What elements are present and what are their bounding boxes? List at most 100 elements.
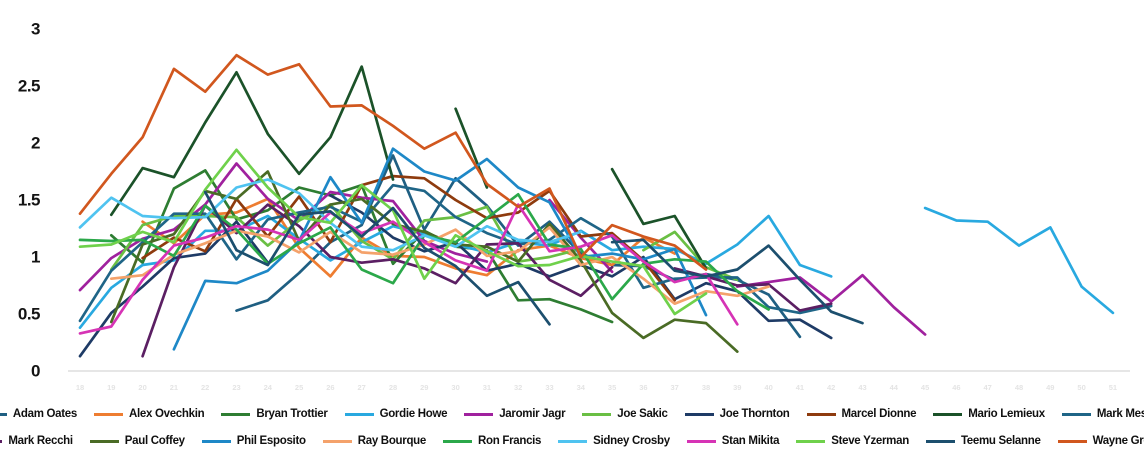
x-axis-tick-label: 25	[295, 383, 303, 392]
legend-item-sidney-crosby: Sidney Crosby	[558, 435, 670, 447]
x-axis-tick-label: 49	[1046, 383, 1054, 392]
legend-item-stan-mikita: Stan Mikita	[686, 435, 780, 447]
x-axis-tick-label: 30	[451, 383, 459, 392]
legend-item-mark-messier: Mark Messier	[1061, 408, 1144, 420]
legend-label: Ray Bourque	[357, 435, 427, 447]
x-axis-tick-label: 18	[76, 383, 84, 392]
legend-label: Paul Coffey	[124, 435, 185, 447]
legend-swatch-icon	[925, 439, 955, 443]
series-line-stan-mikita	[78, 203, 739, 335]
x-axis-tick-label: 46	[952, 383, 960, 392]
x-axis-tick-label: 51	[1109, 383, 1117, 392]
line-chart: 3 2.5 2 1.5 1 0.5 0 18 19 20 21 22 23 24 25 26 27 28 29 30 3…	[18, 20, 1130, 392]
x-axis-tick-label: 21	[170, 383, 178, 392]
y-axis: 3 2.5 2 1.5 1 0.5 0	[18, 20, 41, 381]
legend-swatch-icon	[558, 439, 588, 443]
legend-swatch-icon	[221, 412, 251, 416]
x-axis-tick-label: 37	[671, 383, 679, 392]
legend-item-marcel-dionne: Marcel Dionne	[806, 408, 917, 420]
legend-item-bryan-trottier: Bryan Trottier	[221, 408, 328, 420]
x-axis-tick-label: 41	[796, 383, 804, 392]
legend-swatch-icon	[464, 412, 494, 416]
x-axis: 18 19 20 21 22 23 24 25 26 27 28 29 30 31 32 33 34 35 36 37…	[76, 383, 1117, 392]
legend-label: Mark Recchi	[8, 435, 73, 447]
x-axis-tick-label: 20	[138, 383, 146, 392]
legend-label: Marcel Dionne	[841, 408, 917, 420]
legend-swatch-icon	[1061, 412, 1091, 416]
x-axis-tick-label: 24	[264, 383, 273, 392]
legend-swatch-icon	[201, 439, 231, 443]
x-axis-tick-label: 33	[545, 383, 553, 392]
legend-label: Gordie Howe	[379, 408, 448, 420]
legend-swatch-icon	[0, 412, 7, 416]
series-line-steve-yzerman	[78, 148, 708, 316]
legend-item-teemu-selanne: Teemu Selanne	[925, 435, 1041, 447]
legend-item-mark-recchi: Mark Recchi	[0, 435, 73, 447]
x-axis-tick-label: 22	[201, 383, 209, 392]
legend-label: Stan Mikita	[721, 435, 780, 447]
legend-label: Wayne Gretzky	[1092, 435, 1144, 447]
y-axis-tick-label: 1.5	[18, 191, 40, 210]
legend-swatch-icon	[806, 412, 836, 416]
x-axis-tick-label: 29	[420, 383, 428, 392]
x-axis-tick-label: 35	[608, 383, 616, 392]
legend-row: Adam Oates Alex Ovechkin Bryan Trottier Gor…	[0, 408, 1144, 420]
legend-swatch-icon	[686, 439, 716, 443]
x-axis-tick-label: 42	[827, 383, 835, 392]
legend-swatch-icon	[796, 439, 826, 443]
x-axis-tick-label: 43	[858, 383, 866, 392]
x-axis-tick-label: 44	[890, 383, 899, 392]
x-axis-tick-label: 34	[577, 383, 586, 392]
legend-item-jaromir-jagr: Jaromir Jagr	[464, 408, 566, 420]
x-axis-tick-label: 32	[514, 383, 522, 392]
legend-label: Bryan Trottier	[256, 408, 328, 420]
legend-swatch-icon	[89, 439, 119, 443]
series-line-marcel-dionne	[141, 174, 677, 302]
legend-item-joe-thornton: Joe Thornton	[684, 408, 790, 420]
legend-swatch-icon	[933, 412, 963, 416]
legend-item-ron-francis: Ron Francis	[443, 435, 541, 447]
x-axis-tick-label: 45	[921, 383, 929, 392]
legend-swatch-icon	[0, 439, 3, 443]
legend-label: Adam Oates	[12, 408, 77, 420]
x-axis-tick-label: 38	[702, 383, 710, 392]
x-axis-tick-label: 47	[984, 383, 992, 392]
legend-label: Phil Esposito	[236, 435, 306, 447]
legend-item-ray-bourque: Ray Bourque	[322, 435, 427, 447]
legend-swatch-icon	[582, 412, 612, 416]
legend-item-phil-esposito: Phil Esposito	[201, 435, 306, 447]
series-line-paul-coffey	[109, 170, 739, 353]
x-axis-tick-label: 27	[358, 383, 366, 392]
legend-item-steve-yzerman: Steve Yzerman	[796, 435, 909, 447]
legend-label: Mark Messier	[1096, 408, 1144, 420]
legend-label: Jaromir Jagr	[499, 408, 566, 420]
legend-item-joe-sakic: Joe Sakic	[582, 408, 668, 420]
x-axis-tick-label: 39	[733, 383, 741, 392]
legend-label: Joe Thornton	[719, 408, 790, 420]
legend-label: Alex Ovechkin	[128, 408, 205, 420]
legend-swatch-icon	[93, 412, 123, 416]
legend-item-mario-lemieux: Mario Lemieux	[933, 408, 1045, 420]
y-axis-tick-label: 3	[31, 20, 40, 39]
legend-label: Teemu Selanne	[960, 435, 1041, 447]
legend-item-paul-coffey: Paul Coffey	[89, 435, 185, 447]
y-axis-tick-label: 0	[31, 362, 40, 381]
legend-label: Joe Sakic	[617, 408, 668, 420]
y-axis-tick-label: 0.5	[18, 305, 40, 324]
x-axis-tick-label: 28	[389, 383, 397, 392]
legend: Adam Oates Alex Ovechkin Bryan Trottier Gor…	[0, 408, 1144, 447]
legend-row: Mark Recchi Paul Coffey Phil Esposito Ray B…	[0, 435, 1144, 447]
x-axis-tick-label: 48	[1015, 383, 1023, 392]
x-axis-tick-label: 26	[326, 383, 334, 392]
x-axis-tick-label: 19	[107, 383, 115, 392]
legend-swatch-icon	[1057, 439, 1087, 443]
y-axis-tick-label: 2	[31, 134, 40, 153]
legend-swatch-icon	[684, 412, 714, 416]
x-axis-tick-label: 50	[1077, 383, 1085, 392]
legend-label: Sidney Crosby	[593, 435, 670, 447]
series-line-wayne-gretzky	[78, 53, 708, 271]
legend-swatch-icon	[443, 439, 472, 443]
x-axis-tick-label: 40	[764, 383, 772, 392]
legend-label: Steve Yzerman	[831, 435, 909, 447]
legend-label: Mario Lemieux	[968, 408, 1045, 420]
